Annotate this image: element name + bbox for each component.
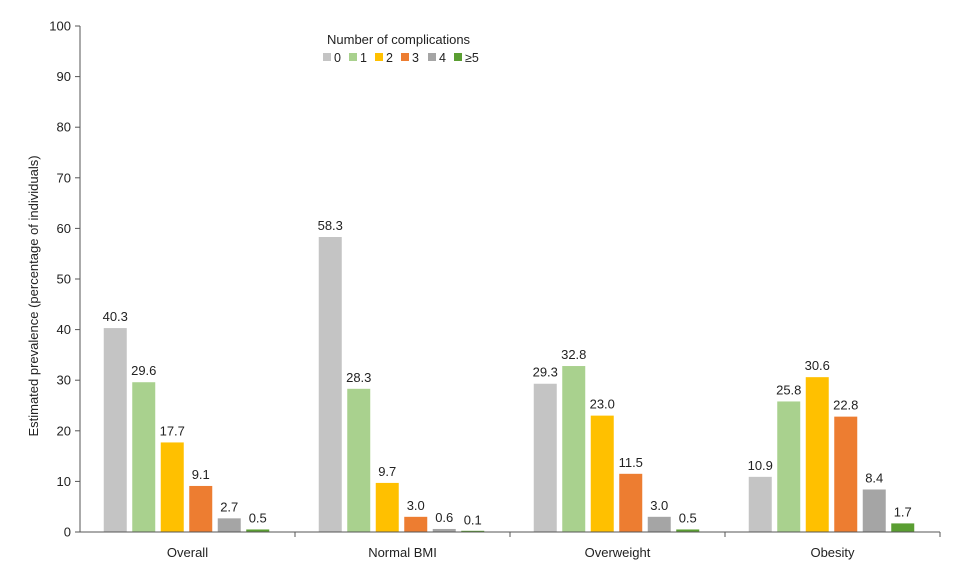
- data-label: 30.6: [805, 358, 830, 373]
- y-axis-label: Estimated prevalence (percentage of indi…: [26, 155, 41, 436]
- y-tick-label: 30: [57, 373, 71, 388]
- data-label: 0.5: [679, 510, 697, 525]
- data-label: 0.1: [464, 512, 482, 527]
- bar: [347, 388, 371, 532]
- bar: [862, 489, 886, 532]
- bar: [590, 415, 614, 532]
- bar: [375, 482, 399, 532]
- bars: [103, 237, 915, 532]
- legend-swatch: [349, 53, 357, 61]
- data-label: 8.4: [865, 470, 883, 485]
- legend-swatch: [428, 53, 436, 61]
- x-tick-label: Overall: [167, 545, 208, 560]
- data-label: 25.8: [776, 382, 801, 397]
- data-label: 2.7: [220, 499, 238, 514]
- data-label: 17.7: [160, 423, 185, 438]
- bar: [619, 473, 643, 532]
- legend-title: Number of complications: [327, 32, 471, 47]
- y-tick-label: 40: [57, 322, 71, 337]
- bar: [748, 476, 772, 532]
- data-label: 40.3: [103, 309, 128, 324]
- data-label: 1.7: [894, 504, 912, 519]
- data-label: 3.0: [407, 498, 425, 513]
- y-tick-label: 70: [57, 170, 71, 185]
- bar: [103, 328, 127, 532]
- bar: [132, 382, 156, 532]
- data-label: 9.7: [378, 464, 396, 479]
- legend: Number of complications 0 1 2 3 4 ≥5: [323, 32, 479, 65]
- data-label: 0.6: [435, 510, 453, 525]
- bar: [834, 416, 858, 532]
- bar: [805, 377, 829, 532]
- data-label: 58.3: [318, 218, 343, 233]
- bar: [562, 366, 586, 532]
- legend-swatch: [323, 53, 331, 61]
- legend-swatch: [401, 53, 409, 61]
- legend-label: ≥5: [465, 51, 479, 65]
- legend-label: 3: [412, 51, 419, 65]
- bar: [461, 530, 485, 532]
- data-label: 10.9: [748, 458, 773, 473]
- bar: [160, 442, 184, 532]
- y-tick-label: 90: [57, 69, 71, 84]
- bar: [647, 516, 671, 532]
- data-label: 29.6: [131, 363, 156, 378]
- bar: [246, 529, 270, 532]
- legend-label: 2: [386, 51, 393, 65]
- data-label: 28.3: [346, 370, 371, 385]
- axes: Overall Normal BMI Overweight Obesity: [79, 26, 941, 560]
- bar: [676, 529, 700, 532]
- data-label: 11.5: [619, 455, 643, 470]
- x-tick-label: Overweight: [585, 545, 651, 560]
- data-labels: 40.3 29.6 17.7 9.1 2.7 0.5 58.3 28.3 9.7 3.0 0.6 0.…: [103, 218, 912, 527]
- data-label: 9.1: [192, 467, 210, 482]
- bar: [318, 237, 342, 532]
- y-tick-label: 10: [57, 474, 71, 489]
- data-label: 0.5: [249, 510, 267, 525]
- x-tick-label: Obesity: [810, 545, 855, 560]
- y-tick-label: 100: [49, 19, 71, 34]
- bar: [189, 485, 213, 532]
- data-label: 29.3: [533, 365, 558, 380]
- y-tick-label: 60: [57, 221, 71, 236]
- y-axis-ticks: 0 10 20 30 40 50 60 70 80 90 100: [49, 19, 80, 540]
- data-label: 22.8: [833, 398, 858, 413]
- legend-swatch: [375, 53, 383, 61]
- y-tick-label: 50: [57, 272, 71, 287]
- legend-label: 4: [439, 51, 446, 65]
- data-label: 3.0: [650, 498, 668, 513]
- y-tick-label: 20: [57, 423, 71, 438]
- legend-swatch: [454, 53, 462, 61]
- bar: [432, 528, 456, 532]
- bar: [217, 518, 241, 532]
- y-tick-label: 0: [64, 525, 71, 540]
- bar: [404, 516, 428, 532]
- legend-label: 0: [334, 51, 341, 65]
- bar: [777, 401, 801, 532]
- bar: [533, 383, 557, 532]
- x-tick-label: Normal BMI: [368, 545, 437, 560]
- data-label: 23.0: [590, 397, 615, 412]
- data-label: 32.8: [561, 347, 586, 362]
- bar: [891, 523, 915, 532]
- y-tick-label: 80: [57, 120, 71, 135]
- legend-label: 1: [360, 51, 367, 65]
